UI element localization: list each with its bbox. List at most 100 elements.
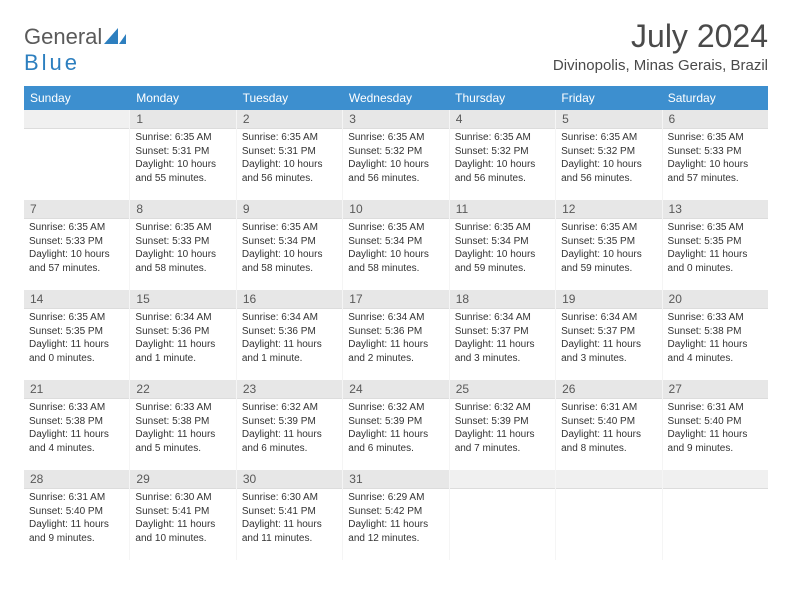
daylight-text: Daylight: 10 hours and 57 minutes. bbox=[668, 158, 763, 185]
sunset-text: Sunset: 5:36 PM bbox=[242, 325, 337, 339]
sunrise-text: Sunrise: 6:31 AM bbox=[29, 491, 124, 505]
day-number: 21 bbox=[24, 380, 129, 399]
sunrise-text: Sunrise: 6:35 AM bbox=[242, 131, 337, 145]
dow-tuesday: Tuesday bbox=[237, 86, 343, 110]
dow-monday: Monday bbox=[130, 86, 236, 110]
sunset-text: Sunset: 5:40 PM bbox=[29, 505, 124, 519]
sunrise-text: Sunrise: 6:32 AM bbox=[455, 401, 550, 415]
daylight-text: Daylight: 10 hours and 59 minutes. bbox=[561, 248, 656, 275]
week-row: 28Sunrise: 6:31 AMSunset: 5:40 PMDayligh… bbox=[24, 470, 768, 560]
location: Divinopolis, Minas Gerais, Brazil bbox=[553, 57, 768, 74]
day-body: Sunrise: 6:34 AMSunset: 5:37 PMDaylight:… bbox=[556, 309, 661, 371]
day-body: Sunrise: 6:33 AMSunset: 5:38 PMDaylight:… bbox=[24, 399, 129, 461]
sunrise-text: Sunrise: 6:35 AM bbox=[455, 221, 550, 235]
sunset-text: Sunset: 5:39 PM bbox=[455, 415, 550, 429]
day-number bbox=[663, 470, 768, 489]
day-body: Sunrise: 6:32 AMSunset: 5:39 PMDaylight:… bbox=[237, 399, 342, 461]
day-number: 4 bbox=[450, 110, 555, 129]
daylight-text: Daylight: 11 hours and 5 minutes. bbox=[135, 428, 230, 455]
sunset-text: Sunset: 5:36 PM bbox=[135, 325, 230, 339]
sunrise-text: Sunrise: 6:32 AM bbox=[348, 401, 443, 415]
sunset-text: Sunset: 5:33 PM bbox=[135, 235, 230, 249]
sunset-text: Sunset: 5:34 PM bbox=[348, 235, 443, 249]
sunrise-text: Sunrise: 6:35 AM bbox=[242, 221, 337, 235]
day-cell: 30Sunrise: 6:30 AMSunset: 5:41 PMDayligh… bbox=[237, 470, 343, 560]
day-number: 17 bbox=[343, 290, 448, 309]
calendar: Sunday Monday Tuesday Wednesday Thursday… bbox=[24, 86, 768, 560]
daylight-text: Daylight: 11 hours and 11 minutes. bbox=[242, 518, 337, 545]
day-body: Sunrise: 6:35 AMSunset: 5:32 PMDaylight:… bbox=[450, 129, 555, 191]
dow-saturday: Saturday bbox=[662, 86, 768, 110]
daylight-text: Daylight: 11 hours and 4 minutes. bbox=[29, 428, 124, 455]
sunrise-text: Sunrise: 6:30 AM bbox=[135, 491, 230, 505]
sunset-text: Sunset: 5:39 PM bbox=[242, 415, 337, 429]
sunset-text: Sunset: 5:31 PM bbox=[135, 145, 230, 159]
daylight-text: Daylight: 10 hours and 58 minutes. bbox=[135, 248, 230, 275]
sunset-text: Sunset: 5:35 PM bbox=[561, 235, 656, 249]
day-body: Sunrise: 6:35 AMSunset: 5:33 PMDaylight:… bbox=[130, 219, 235, 281]
week-row: 7Sunrise: 6:35 AMSunset: 5:33 PMDaylight… bbox=[24, 200, 768, 290]
day-number: 26 bbox=[556, 380, 661, 399]
day-cell: 15Sunrise: 6:34 AMSunset: 5:36 PMDayligh… bbox=[130, 290, 236, 380]
day-number: 27 bbox=[663, 380, 768, 399]
day-body: Sunrise: 6:31 AMSunset: 5:40 PMDaylight:… bbox=[24, 489, 129, 551]
daylight-text: Daylight: 11 hours and 8 minutes. bbox=[561, 428, 656, 455]
day-number: 16 bbox=[237, 290, 342, 309]
day-body: Sunrise: 6:31 AMSunset: 5:40 PMDaylight:… bbox=[556, 399, 661, 461]
day-number: 15 bbox=[130, 290, 235, 309]
daylight-text: Daylight: 11 hours and 12 minutes. bbox=[348, 518, 443, 545]
day-of-week-header: Sunday Monday Tuesday Wednesday Thursday… bbox=[24, 86, 768, 110]
day-body: Sunrise: 6:35 AMSunset: 5:34 PMDaylight:… bbox=[237, 219, 342, 281]
sunset-text: Sunset: 5:41 PM bbox=[242, 505, 337, 519]
sunrise-text: Sunrise: 6:35 AM bbox=[561, 221, 656, 235]
sunrise-text: Sunrise: 6:34 AM bbox=[561, 311, 656, 325]
day-body: Sunrise: 6:35 AMSunset: 5:34 PMDaylight:… bbox=[343, 219, 448, 281]
day-body bbox=[24, 129, 129, 137]
sunrise-text: Sunrise: 6:32 AM bbox=[242, 401, 337, 415]
daylight-text: Daylight: 11 hours and 0 minutes. bbox=[29, 338, 124, 365]
day-number: 29 bbox=[130, 470, 235, 489]
title-block: July 2024 Divinopolis, Minas Gerais, Bra… bbox=[553, 18, 768, 74]
daylight-text: Daylight: 10 hours and 57 minutes. bbox=[29, 248, 124, 275]
day-body: Sunrise: 6:31 AMSunset: 5:40 PMDaylight:… bbox=[663, 399, 768, 461]
sunset-text: Sunset: 5:32 PM bbox=[455, 145, 550, 159]
sunset-text: Sunset: 5:34 PM bbox=[455, 235, 550, 249]
month-title: July 2024 bbox=[553, 18, 768, 55]
dow-sunday: Sunday bbox=[24, 86, 130, 110]
sunset-text: Sunset: 5:36 PM bbox=[348, 325, 443, 339]
day-cell: 19Sunrise: 6:34 AMSunset: 5:37 PMDayligh… bbox=[556, 290, 662, 380]
sunrise-text: Sunrise: 6:35 AM bbox=[135, 131, 230, 145]
sunset-text: Sunset: 5:38 PM bbox=[135, 415, 230, 429]
day-body: Sunrise: 6:29 AMSunset: 5:42 PMDaylight:… bbox=[343, 489, 448, 551]
daylight-text: Daylight: 11 hours and 6 minutes. bbox=[242, 428, 337, 455]
sunrise-text: Sunrise: 6:35 AM bbox=[135, 221, 230, 235]
sunset-text: Sunset: 5:37 PM bbox=[455, 325, 550, 339]
daylight-text: Daylight: 10 hours and 59 minutes. bbox=[455, 248, 550, 275]
day-number: 8 bbox=[130, 200, 235, 219]
daylight-text: Daylight: 10 hours and 55 minutes. bbox=[135, 158, 230, 185]
daylight-text: Daylight: 11 hours and 1 minute. bbox=[135, 338, 230, 365]
day-cell: 21Sunrise: 6:33 AMSunset: 5:38 PMDayligh… bbox=[24, 380, 130, 470]
day-body: Sunrise: 6:34 AMSunset: 5:36 PMDaylight:… bbox=[130, 309, 235, 371]
day-cell: 10Sunrise: 6:35 AMSunset: 5:34 PMDayligh… bbox=[343, 200, 449, 290]
day-number: 9 bbox=[237, 200, 342, 219]
day-body: Sunrise: 6:33 AMSunset: 5:38 PMDaylight:… bbox=[130, 399, 235, 461]
day-body: Sunrise: 6:30 AMSunset: 5:41 PMDaylight:… bbox=[237, 489, 342, 551]
day-body: Sunrise: 6:30 AMSunset: 5:41 PMDaylight:… bbox=[130, 489, 235, 551]
day-cell: 26Sunrise: 6:31 AMSunset: 5:40 PMDayligh… bbox=[556, 380, 662, 470]
day-cell bbox=[556, 470, 662, 560]
sunset-text: Sunset: 5:37 PM bbox=[561, 325, 656, 339]
day-cell: 8Sunrise: 6:35 AMSunset: 5:33 PMDaylight… bbox=[130, 200, 236, 290]
day-cell: 1 Sunrise: 6:35 AMSunset: 5:31 PMDaylight… bbox=[130, 110, 236, 200]
week-row: 21Sunrise: 6:33 AMSunset: 5:38 PMDayligh… bbox=[24, 380, 768, 470]
day-cell: 14Sunrise: 6:35 AMSunset: 5:35 PMDayligh… bbox=[24, 290, 130, 380]
sunset-text: Sunset: 5:38 PM bbox=[668, 325, 763, 339]
day-body bbox=[663, 489, 768, 497]
day-number bbox=[24, 110, 129, 129]
day-number: 1 bbox=[130, 110, 235, 129]
sunset-text: Sunset: 5:31 PM bbox=[242, 145, 337, 159]
sunset-text: Sunset: 5:40 PM bbox=[561, 415, 656, 429]
sunrise-text: Sunrise: 6:34 AM bbox=[455, 311, 550, 325]
day-number bbox=[556, 470, 661, 489]
day-body: Sunrise: 6:35 AMSunset: 5:31 PMDaylight:… bbox=[237, 129, 342, 191]
